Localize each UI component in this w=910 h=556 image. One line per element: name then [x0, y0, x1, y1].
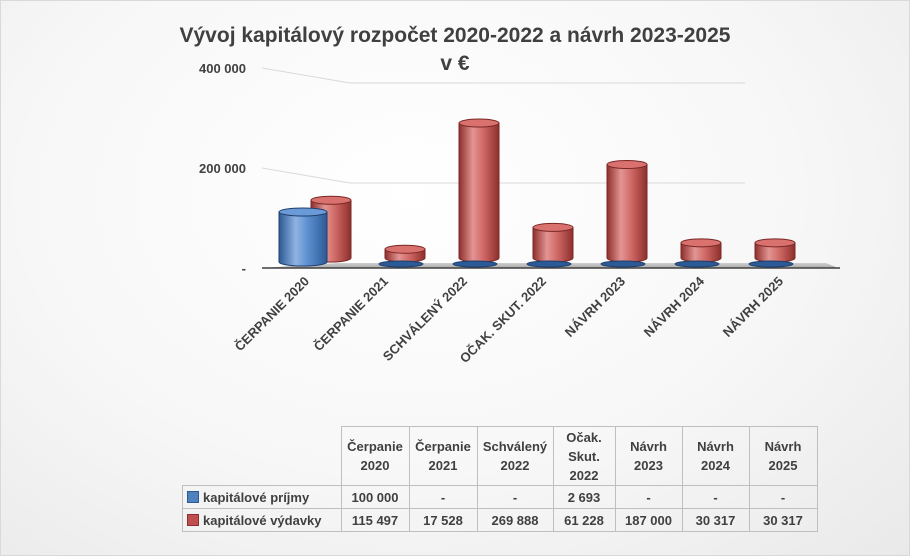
bar-kapitalove-vydavky — [532, 222, 574, 263]
bar-kapitalove-prijmy-flat — [748, 260, 794, 268]
legend-key-red — [187, 513, 199, 526]
bar-kapitalove-vydavky-top — [606, 160, 648, 169]
header-line: Skut. — [568, 448, 600, 464]
table-header-cell: Návrh 2024 — [681, 426, 750, 486]
header-line: 2021 — [428, 458, 458, 473]
table-cell: 115 497 — [340, 508, 410, 532]
bar-kapitalove-vydavky-body — [458, 122, 500, 263]
bar-kapitalove-prijmy-body — [278, 211, 328, 267]
header-line: 2022 — [569, 467, 599, 483]
table-header-cell: Návrh 2023 — [614, 426, 683, 486]
y-tick-label: 200 000 — [199, 161, 246, 176]
bar-kapitalove-prijmy-flat — [674, 260, 720, 268]
gridline — [261, 167, 745, 184]
header-line: Schválený — [482, 439, 548, 454]
x-category-label: ČERPANIE 2020 — [232, 274, 312, 354]
bar-kapitalove-prijmy — [378, 260, 424, 268]
gridline — [261, 67, 745, 84]
bar-kapitalove-prijmy — [526, 260, 572, 268]
header-line: 2024 — [701, 458, 730, 473]
series-name: kapitálové výdavky — [203, 512, 322, 528]
legend-entry-kapitalove-vydavky: kapitálové výdavky — [182, 508, 342, 532]
bar-kapitalove-vydavky-top — [384, 244, 426, 254]
header-line: Čerpanie — [415, 439, 471, 454]
y-tick-label: - — [242, 261, 246, 276]
chart-title: Vývoj kapitálový rozpočet 2020-2022 a ná… — [179, 24, 731, 47]
table-cell: 61 228 — [552, 508, 616, 532]
table-header-cell: Čerpanie 2021 — [408, 426, 478, 486]
header-line: 2022 — [500, 458, 530, 473]
series-name: kapitálové príjmy — [203, 489, 310, 505]
bar-kapitalove-prijmy-flat — [378, 260, 424, 268]
header-line: 2025 — [768, 458, 798, 473]
table-header-cell: Očak. Skut. 2022 — [552, 426, 616, 486]
bar-kapitalove-vydavky — [680, 238, 722, 263]
bar-kapitalove-vydavky — [606, 160, 648, 263]
legend-entry-kapitalove-prijmy: kapitálové príjmy — [182, 485, 342, 509]
table-cell: 187 000 — [614, 508, 683, 532]
table-cell: 30 317 — [748, 508, 818, 532]
x-category-label: NÁVRH 2023 — [562, 274, 628, 340]
data-table: Čerpanie 2020 Čerpanie 2021 Schválený 2022 Oča… — [182, 426, 818, 532]
bar-kapitalove-vydavky-top — [680, 238, 722, 248]
table-header-cell: Návrh 2025 — [748, 426, 818, 486]
bar-kapitalove-vydavky — [384, 244, 426, 263]
bar-kapitalove-prijmy-flat — [600, 260, 646, 268]
header-line: Čerpanie — [347, 439, 403, 454]
header-line: Návrh — [697, 439, 734, 454]
table-cell: 100 000 — [340, 485, 410, 509]
x-category-label: SCHVÁLENÝ 2022 — [380, 274, 470, 364]
header-line: Návrh — [630, 439, 667, 454]
table-cell: - — [408, 485, 478, 509]
bar-kapitalove-vydavky-top — [532, 222, 574, 232]
header-line: Očak. — [566, 429, 602, 445]
bar-kapitalove-vydavky-body — [532, 226, 574, 263]
header-line: 2023 — [634, 458, 663, 473]
table-cell: - — [614, 485, 683, 509]
bar-kapitalove-prijmy-flat — [452, 260, 498, 268]
bar-kapitalove-prijmy — [600, 260, 646, 268]
bar-kapitalove-prijmy-top — [278, 207, 328, 217]
bar-kapitalove-vydavky — [458, 118, 500, 263]
x-category-label: NÁVRH 2024 — [641, 273, 708, 340]
bar-kapitalove-prijmy — [452, 260, 498, 268]
bar-kapitalove-vydavky-top — [310, 195, 352, 205]
bar-kapitalove-vydavky-body — [606, 164, 648, 263]
table-header-cell: Čerpanie 2020 — [340, 426, 410, 486]
table-header-cell: Schválený 2022 — [476, 426, 554, 486]
table-cell: 2 693 — [552, 485, 616, 509]
bar-kapitalove-vydavky — [754, 238, 796, 263]
table-cell: 269 888 — [476, 508, 554, 532]
chart-subtitle: v € — [440, 52, 470, 75]
table-cell: 17 528 — [408, 508, 478, 532]
bar-kapitalove-prijmy — [278, 207, 328, 267]
bar-kapitalove-prijmy — [748, 260, 794, 268]
table-cell: - — [748, 485, 818, 509]
bar-kapitalove-vydavky-top — [754, 238, 796, 248]
table-cell: - — [476, 485, 554, 509]
table-cell: - — [681, 485, 750, 509]
header-line: 2020 — [360, 458, 390, 473]
x-category-label: ČERPANIE 2021 — [311, 274, 391, 354]
bar-kapitalove-vydavky-top — [458, 118, 500, 128]
x-category-label: NÁVRH 2025 — [720, 274, 786, 340]
legend-key-blue — [187, 490, 199, 503]
table-cell: 30 317 — [681, 508, 750, 532]
bar-kapitalove-prijmy-flat — [526, 260, 572, 268]
x-category-label: OČAK. SKUT. 2022 — [457, 274, 549, 366]
bar-kapitalove-prijmy — [674, 260, 720, 268]
y-tick-label: 400 000 — [199, 61, 246, 76]
header-line: Návrh — [764, 439, 802, 454]
